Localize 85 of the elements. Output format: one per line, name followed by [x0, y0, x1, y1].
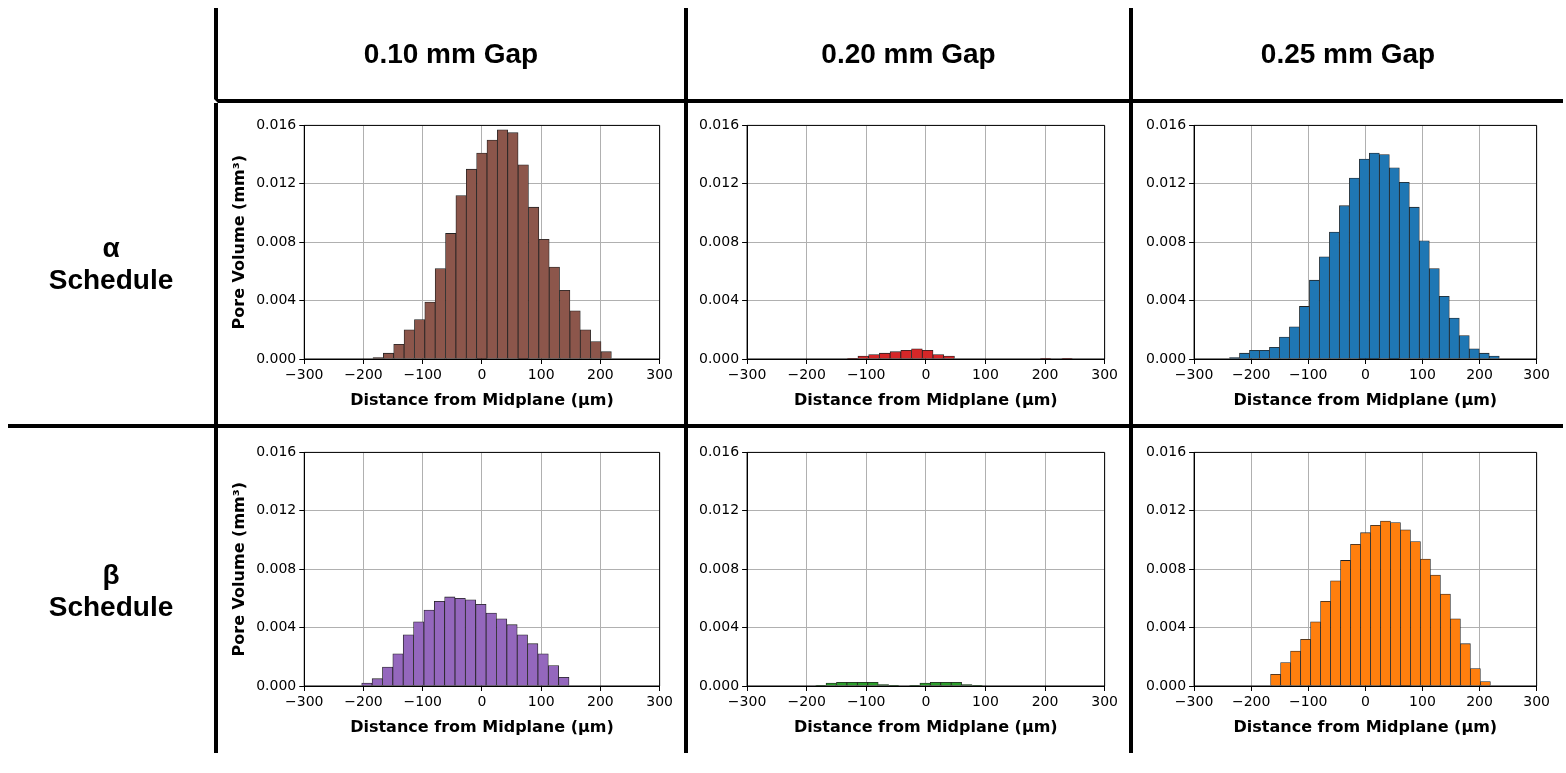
- x-axis-title: Distance from Midplane (µm): [350, 716, 614, 736]
- x-tick-label: 300: [1091, 365, 1119, 382]
- x-tick-label: 200: [1466, 365, 1493, 382]
- x-tick-label: −300: [285, 365, 324, 382]
- x-tick-label: 300: [1091, 692, 1119, 709]
- x-tick-label: 200: [587, 692, 614, 709]
- x-tick-label: −200: [787, 692, 826, 709]
- y-tick-label: 0.008: [1145, 559, 1187, 576]
- x-axis-title: Distance from Midplane (µm): [350, 389, 614, 409]
- x-tick-label: 200: [1031, 365, 1059, 382]
- y-tick-label: 0.016: [1145, 115, 1187, 132]
- y-tick-label: 0.012: [256, 500, 297, 517]
- chart-title: 0.25 mm Gap: [1133, 8, 1563, 103]
- y-tick-label: 0.016: [698, 115, 740, 132]
- x-tick-label: 100: [972, 365, 999, 382]
- x-tick-label: 100: [972, 692, 999, 709]
- x-tick-label: −100: [847, 365, 886, 382]
- y-tick-label: 0.008: [698, 232, 740, 249]
- y-tick-label: 0.012: [256, 173, 297, 190]
- y-tick-label: 0.004: [256, 617, 297, 634]
- text: α Schedule: [48, 231, 174, 295]
- x-tick-label: 300: [1523, 365, 1551, 382]
- text: β Schedule: [48, 558, 174, 622]
- x-tick-label: −200: [1231, 365, 1271, 382]
- x-tick-label: 300: [646, 365, 674, 382]
- y-tick-label: 0.004: [698, 617, 740, 634]
- x-tick-label: 200: [1031, 692, 1059, 709]
- y-tick-label: 0.016: [256, 442, 297, 459]
- x-tick-label: −100: [403, 365, 442, 382]
- x-tick-label: −300: [727, 365, 767, 382]
- x-tick-label: −100: [1289, 692, 1328, 709]
- y-tick-label: 0.000: [256, 676, 297, 693]
- x-tick-label: 300: [1523, 692, 1551, 709]
- x-tick-label: 200: [587, 365, 614, 382]
- y-tick-label: 0.008: [1145, 232, 1187, 249]
- x-tick-label: −200: [344, 365, 383, 382]
- x-axis-title: Distance from Midplane (µm): [794, 716, 1058, 736]
- y-tick-label: 0.000: [698, 676, 740, 693]
- y-tick-label: 0.000: [1145, 676, 1187, 693]
- x-tick-label: −100: [847, 692, 886, 709]
- x-tick-label: 100: [1409, 692, 1436, 709]
- x-tick-label: −300: [1174, 365, 1214, 382]
- y-tick-label: 0.012: [698, 500, 740, 517]
- y-tick-label: 0.012: [698, 173, 740, 190]
- y-tick-label: 0.000: [256, 349, 297, 366]
- y-tick-label: 0.016: [1145, 442, 1187, 459]
- x-tick-label: 0: [921, 692, 931, 709]
- x-tick-label: −300: [727, 692, 767, 709]
- y-tick-label: 0.008: [698, 559, 740, 576]
- y-tick-label: 0.008: [256, 232, 297, 249]
- y-tick-label: 0.012: [1145, 173, 1187, 190]
- x-tick-label: −200: [1231, 692, 1271, 709]
- x-axis-title: Distance from Midplane (µm): [1233, 716, 1498, 736]
- x-tick-label: 0: [1360, 365, 1370, 382]
- y-tick-label: 0.004: [698, 290, 740, 307]
- y-tick-label: 0.016: [256, 115, 297, 132]
- y-tick-label: 0.012: [1145, 500, 1187, 517]
- y-tick-label: 0.000: [1145, 349, 1187, 366]
- y-tick-label: 0.004: [1145, 617, 1187, 634]
- x-tick-label: 0: [921, 365, 931, 382]
- chart-title: 0.20 mm Gap: [688, 8, 1133, 103]
- x-tick-label: 0: [477, 365, 487, 382]
- x-tick-label: −300: [1174, 692, 1214, 709]
- y-axis-title: Pore Volume (mm³): [228, 481, 248, 656]
- x-tick-label: −100: [1289, 365, 1328, 382]
- x-tick-label: 0: [1360, 692, 1370, 709]
- x-tick-label: −200: [787, 365, 826, 382]
- y-tick-label: 0.000: [698, 349, 740, 366]
- y-tick-label: 0.004: [1145, 290, 1187, 307]
- x-tick-label: 0: [477, 692, 487, 709]
- x-tick-label: −300: [285, 692, 324, 709]
- x-tick-label: 200: [1466, 692, 1493, 709]
- x-axis-title: Distance from Midplane (µm): [794, 389, 1058, 409]
- y-tick-label: 0.004: [256, 290, 297, 307]
- x-tick-label: 100: [1409, 365, 1436, 382]
- x-tick-label: 100: [527, 365, 555, 382]
- chart-title: 0.10 mm Gap: [218, 8, 688, 103]
- y-axis-title: Pore Volume (mm³): [228, 154, 248, 329]
- y-tick-label: 0.008: [256, 559, 297, 576]
- x-axis-title: Distance from Midplane (µm): [1233, 389, 1498, 409]
- x-tick-label: −200: [344, 692, 383, 709]
- x-tick-label: 300: [646, 692, 674, 709]
- y-tick-label: 0.016: [698, 442, 740, 459]
- x-tick-label: 100: [527, 692, 555, 709]
- x-tick-label: −100: [403, 692, 442, 709]
